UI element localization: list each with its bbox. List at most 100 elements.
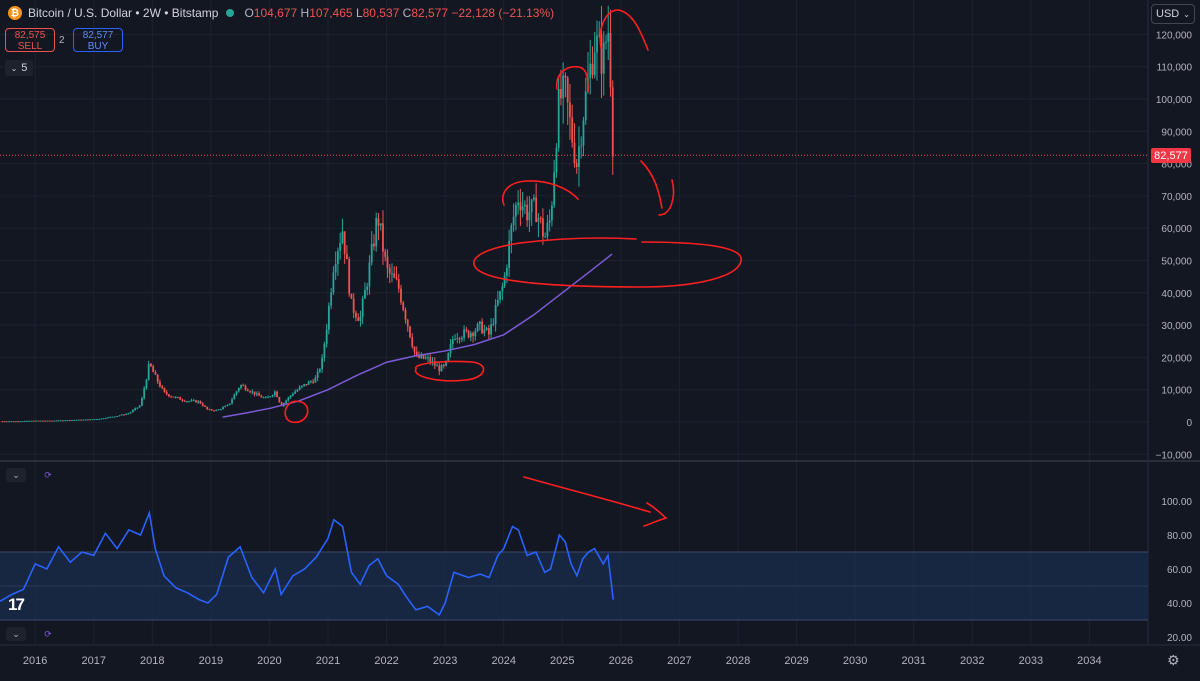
spread-value: 2 [59,35,65,46]
x-tick-label: 2024 [491,655,515,667]
candle-body [62,420,64,422]
y-tick-label: 50,000 [1161,257,1192,268]
candle-body [499,291,502,300]
candle-body [402,302,405,310]
candle-body [397,279,400,289]
chevron-down-icon: ⌄ [12,628,20,639]
candle-body [174,397,177,399]
candle-body [566,77,569,103]
candle-body [289,395,292,398]
candle-body [210,409,213,411]
candle-body [118,415,121,417]
annotation-ellipse-support [473,237,742,288]
candle-body [533,197,535,200]
candle-body [316,371,319,378]
candle-body [154,372,157,375]
buy-label: BUY [87,41,109,52]
candle-body [379,223,382,226]
candle-body [505,268,508,276]
pane-collapse-button[interactable]: ⌄ [6,468,26,482]
gear-icon[interactable]: ⚙ [1167,652,1180,668]
candle-body [303,384,306,386]
y-tick-label: 20,000 [1161,353,1192,364]
candle-body [409,326,411,338]
candle-body [564,75,567,78]
candle-body [217,409,220,411]
candle-body [226,404,229,406]
y-tick-label: 120,000 [1156,30,1193,41]
buy-button[interactable]: 82,577 BUY [73,28,123,52]
candle-body [48,420,51,422]
candle-body [422,355,425,359]
bitcoin-icon: ₿ [8,6,22,20]
candle-body [503,275,506,287]
candle-body [53,420,55,422]
currency-select[interactable]: USD ⌄ [1151,4,1195,24]
candle-body [510,225,513,241]
chevron-down-icon: ⌄ [1183,9,1190,19]
pane-collapse-button-2[interactable]: ⌄ [6,627,26,641]
candle-body [242,385,245,387]
x-tick-label: 2022 [374,655,398,667]
candle-body [59,420,62,422]
annotation-circle-2024 [502,180,579,206]
candle-body [280,402,283,407]
candle-body [546,222,549,237]
candle-body [262,397,265,399]
candle-body [388,267,391,274]
candle-body [95,419,98,421]
y-tick-label: 40,000 [1161,289,1192,300]
candle-body [186,401,188,403]
indicator-sync-icon[interactable]: ⟳ [44,469,52,480]
open-value: 104,677 [253,6,298,20]
y-tick-label: 30,000 [1161,321,1192,332]
candle-body [30,420,33,422]
candle-body [611,87,614,157]
candle-body [201,403,204,406]
candle-body [138,405,141,408]
y-tick-label: 90,000 [1161,127,1192,138]
symbol-title[interactable]: Bitcoin / U.S. Dollar • 2W • Bitstamp [28,6,219,20]
candle-body [578,146,580,168]
candle-body [337,250,339,264]
candle-body [190,400,193,402]
low-label: L [355,6,363,20]
candle-body [255,393,258,395]
candle-body [235,391,238,395]
candle-body [377,218,380,226]
candle-body [478,321,481,324]
candle-body [278,397,281,403]
indicator-sync-icon-2[interactable]: ⟳ [44,628,52,639]
candle-body [66,420,69,422]
indicators-toggle[interactable]: ⌄ 5 [5,60,33,76]
candle-body [384,251,387,257]
candle-body [195,400,197,403]
candle-body [458,338,461,340]
candle-body [521,206,524,211]
candle-body [424,357,427,359]
candle-body [159,381,161,387]
candle-body [215,410,218,412]
candle-body [314,377,317,383]
sell-button[interactable]: 82,575 SELL [5,28,55,52]
tradingview-logo: 17 [8,595,25,614]
candle-body [258,393,260,396]
candle-body [181,399,184,401]
open-label: O [244,6,254,20]
indicator-count: 5 [21,62,28,74]
candle-body [334,263,337,273]
candle-body [300,385,303,388]
x-tick-label: 2034 [1077,655,1101,667]
x-tick-label: 2018 [140,655,164,667]
candle-body [129,412,132,414]
candle-body [156,374,159,382]
candle-body [605,41,607,43]
candle-body [325,329,328,345]
candle-body [296,389,299,392]
candle-body [237,388,240,392]
candle-body [197,401,200,403]
candle-body [562,75,565,99]
candle-body [375,218,378,247]
candle-body [451,339,454,345]
